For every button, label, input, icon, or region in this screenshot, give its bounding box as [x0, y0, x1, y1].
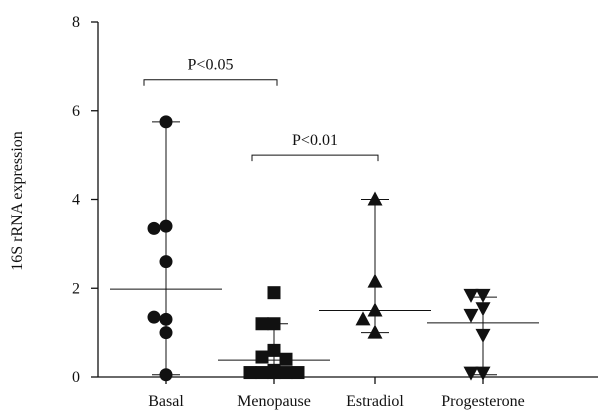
- data-point-square: [267, 286, 281, 300]
- data-point-circle: [159, 255, 173, 269]
- data-point-square: [279, 366, 293, 380]
- data-point-triangle-down: [475, 328, 491, 343]
- y-tick-label: 4: [72, 192, 80, 209]
- data-point-square: [291, 366, 305, 380]
- y-axis-label: 16S rRNA expression: [9, 131, 26, 271]
- data-point-square: [255, 317, 269, 331]
- data-point-circle: [159, 312, 173, 326]
- data-point-triangle-up: [367, 273, 383, 288]
- data-point-square: [255, 350, 269, 364]
- significance-label: P<0.01: [292, 132, 338, 149]
- data-point-square: [255, 366, 269, 380]
- data-point-square: [267, 343, 281, 357]
- data-point-circle: [159, 115, 173, 129]
- data-point-circle: [159, 219, 173, 233]
- axes: 0 2 4 6 8 Basal Menopause Estradiol Progesterone: [72, 14, 598, 410]
- y-tick-label: 0: [72, 369, 80, 386]
- data-point-triangle-down: [463, 366, 479, 381]
- chart-marks: [110, 115, 539, 382]
- x-category-label: Basal: [148, 393, 184, 410]
- data-point-circle: [147, 310, 161, 324]
- data-point-triangle-down: [475, 288, 491, 303]
- data-point-triangle-down: [463, 308, 479, 323]
- data-point-circle: [159, 326, 173, 340]
- data-point-triangle-up: [367, 324, 383, 339]
- significance-bracket: [251, 154, 379, 162]
- significance-annotations: P<0.05 P<0.01: [143, 57, 379, 162]
- x-category-label: Progesterone: [441, 393, 525, 410]
- data-point-triangle-up: [355, 311, 371, 326]
- data-point-circle: [159, 368, 173, 382]
- data-point-triangle-down: [475, 302, 491, 317]
- y-tick-label: 8: [72, 14, 80, 31]
- y-tick-label: 6: [72, 103, 80, 120]
- significance-bracket: [143, 79, 278, 86]
- data-point-triangle-up: [367, 302, 383, 317]
- significance-label: P<0.05: [188, 57, 234, 74]
- data-point-square: [267, 317, 281, 331]
- data-point-triangle-down: [463, 288, 479, 303]
- data-point-triangle-down: [475, 366, 491, 381]
- data-point-circle: [147, 221, 161, 235]
- data-point-square: [267, 366, 281, 380]
- x-category-label: Estradiol: [346, 393, 404, 410]
- x-category-label: Menopause: [237, 393, 311, 410]
- data-point-square: [243, 366, 257, 380]
- data-point-square: [279, 352, 293, 366]
- y-tick-label: 2: [72, 280, 80, 297]
- data-point-triangle-up: [367, 191, 383, 206]
